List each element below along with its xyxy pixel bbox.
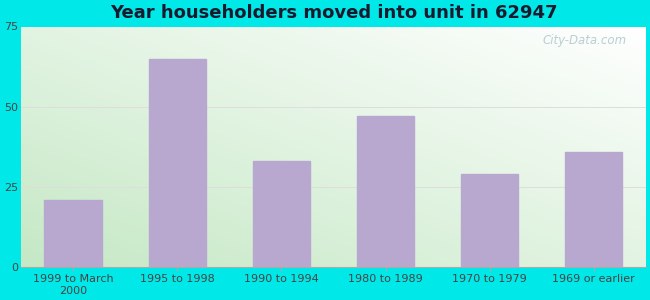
Bar: [357, 116, 414, 267]
Bar: [149, 58, 206, 267]
Bar: [461, 174, 518, 267]
Bar: [565, 152, 623, 267]
Bar: [44, 200, 102, 267]
Bar: [253, 161, 310, 267]
Text: City-Data.com: City-Data.com: [543, 34, 627, 47]
Title: Year householders moved into unit in 62947: Year householders moved into unit in 629…: [110, 4, 557, 22]
